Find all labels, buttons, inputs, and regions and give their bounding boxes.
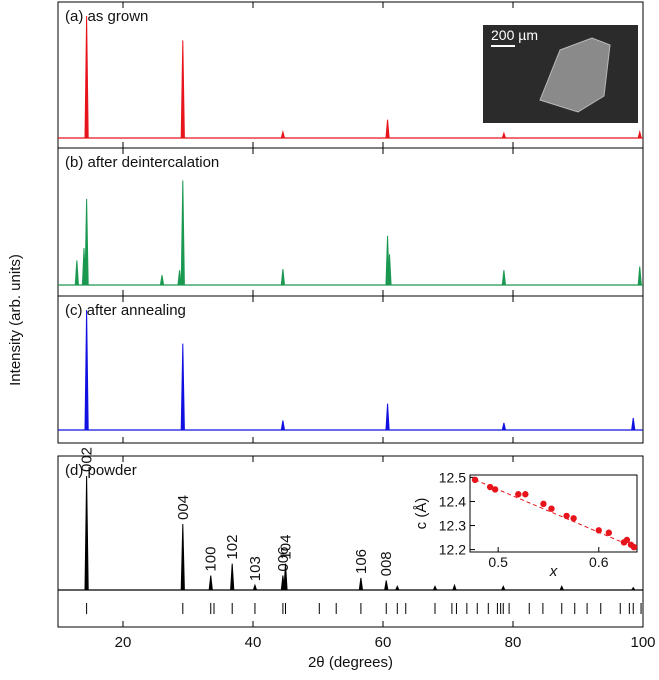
panel-title: (b) after deintercalation: [65, 154, 219, 171]
panel-title: (c) after annealing: [65, 302, 186, 319]
peak-label: 104: [278, 535, 295, 560]
point: [630, 543, 638, 551]
peak: [84, 198, 89, 286]
panel-frame: [57, 455, 644, 628]
inset-y-label: c (Å): [413, 498, 430, 530]
point: [595, 527, 602, 534]
peak: [84, 475, 89, 591]
peak: [230, 563, 235, 591]
scale-label: 200 µm: [491, 27, 538, 43]
peak: [358, 577, 363, 591]
y-tick-label: 12.2: [439, 542, 466, 558]
peak: [387, 254, 392, 286]
peak-label: 008: [378, 551, 395, 576]
peak: [385, 403, 390, 431]
peak-label: 103: [247, 556, 264, 581]
x-tick-label: 0.5: [488, 554, 508, 570]
x-tick-label: 80: [505, 634, 522, 651]
point: [515, 491, 522, 498]
peak: [208, 575, 213, 591]
peak: [180, 523, 185, 591]
peak: [180, 40, 185, 139]
peak: [452, 583, 457, 591]
peak: [631, 586, 636, 591]
peak: [501, 422, 506, 431]
peak: [84, 15, 89, 139]
peak: [559, 585, 564, 591]
panel-frame: [57, 295, 644, 444]
peak: [637, 129, 642, 139]
y-tick-label: 12.4: [439, 493, 466, 509]
peak: [177, 270, 182, 286]
y-tick-label: 12.3: [439, 518, 466, 534]
x-tick-label: 60: [375, 634, 392, 651]
peak: [180, 343, 185, 431]
peak: [280, 420, 285, 431]
peak-label: 004: [175, 495, 192, 520]
crystal: [539, 37, 611, 113]
x-tick-label: 0.6: [589, 554, 609, 570]
peak: [385, 119, 390, 139]
point: [491, 486, 499, 493]
peak: [384, 580, 389, 591]
y-axis-label: Intensity (arb. units): [7, 254, 24, 386]
peak: [637, 266, 642, 286]
peak: [501, 585, 506, 591]
x-tick-label: 20: [115, 634, 132, 651]
peak: [501, 131, 506, 139]
point: [522, 491, 529, 498]
point: [471, 476, 479, 484]
point: [563, 512, 570, 520]
peak-label: 100: [203, 547, 220, 572]
y-tick-label: 12.5: [439, 469, 466, 485]
point: [623, 536, 631, 544]
peak: [74, 260, 79, 286]
x-tick-label: 100: [630, 634, 655, 651]
peak: [280, 268, 285, 286]
peak: [159, 275, 165, 286]
point: [570, 515, 577, 522]
x-axis-label: 2θ (degrees): [308, 654, 393, 671]
point: [486, 483, 494, 491]
peak: [395, 585, 400, 591]
peak: [252, 583, 258, 591]
inset-x-label: x: [549, 563, 558, 580]
panel-title: (a) as grown: [65, 8, 148, 25]
peak: [432, 585, 438, 591]
x-tick-label: 40: [245, 634, 262, 651]
peak: [84, 309, 89, 431]
peak-label: 106: [353, 549, 370, 574]
peak-label: 002: [79, 447, 96, 472]
peak: [280, 129, 285, 139]
peak-label: 102: [224, 535, 241, 560]
fit-line: [474, 479, 635, 548]
panel-title: (d) powder: [65, 462, 137, 479]
point: [548, 505, 555, 512]
point: [540, 500, 547, 508]
peak-label: 006: [275, 547, 292, 572]
peak: [501, 270, 506, 286]
peak: [283, 563, 288, 591]
peak: [180, 180, 185, 286]
peak: [631, 417, 636, 431]
point: [605, 529, 613, 536]
